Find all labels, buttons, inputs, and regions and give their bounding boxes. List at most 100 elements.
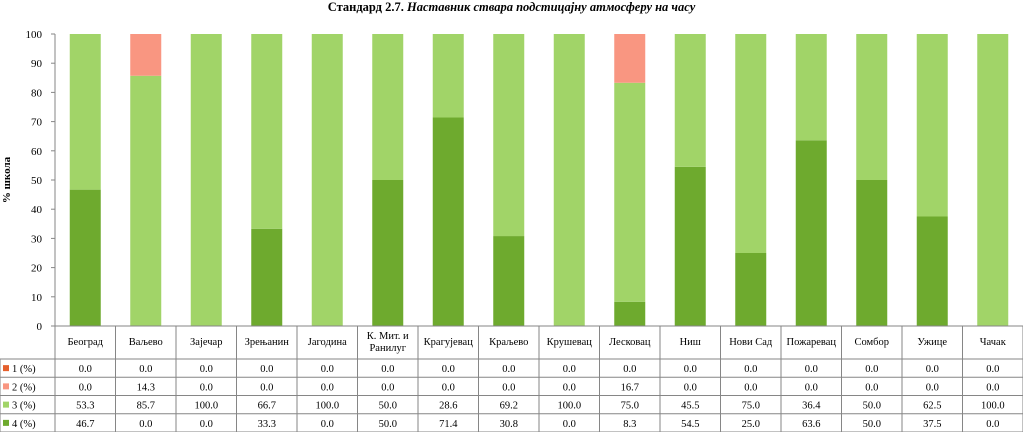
data-label: 16.7 — [621, 382, 639, 393]
category-label: Зрењанин — [245, 337, 290, 348]
bar-segment-4 — [493, 236, 525, 326]
category-label: Нови Сад — [729, 337, 773, 348]
data-label: 0.0 — [563, 364, 576, 375]
bar-segment-3 — [614, 82, 646, 302]
data-label: 0.0 — [260, 382, 273, 393]
legend-swatch-1 — [3, 365, 9, 372]
legend-label-4: 4 (%) — [12, 419, 36, 430]
category-label: Пожаревац — [787, 337, 837, 348]
data-label: 0.0 — [502, 364, 515, 375]
y-tick-label: 60 — [31, 146, 43, 158]
category-label: Крагујевац — [424, 337, 474, 348]
data-label: 75.0 — [621, 401, 639, 412]
bar-segment-4 — [916, 216, 948, 326]
data-label: 0.0 — [986, 364, 999, 375]
legend-swatch-2 — [3, 383, 9, 390]
bars — [69, 34, 1009, 327]
bar-segment-3 — [69, 34, 101, 190]
data-label: 0.0 — [442, 364, 455, 375]
bar-segment-3 — [493, 34, 525, 237]
bar-segment-3 — [251, 34, 283, 229]
bar-segment-3 — [553, 34, 585, 326]
y-tick-label: 30 — [31, 233, 43, 245]
category-label: Ваљево — [129, 337, 163, 348]
category-label: Зајечар — [190, 337, 222, 348]
data-label: 100.0 — [315, 401, 339, 412]
y-tick-label: 10 — [31, 292, 43, 304]
bar-segment-3 — [916, 34, 948, 217]
data-label: 0.0 — [200, 382, 213, 393]
chart-title-prefix: Стандард 2.7. — [327, 0, 404, 14]
y-tick-label: 70 — [31, 117, 43, 129]
bar-segment-4 — [795, 140, 827, 326]
y-axis-label: % школа — [1, 156, 13, 203]
bar-segment-4 — [614, 301, 646, 326]
legend-label-1: 1 (%) — [12, 364, 36, 375]
bar-segment-3 — [190, 34, 222, 326]
data-label: 14.3 — [137, 382, 155, 393]
data-label: 0.0 — [79, 364, 92, 375]
data-label: 28.6 — [439, 401, 457, 412]
data-label: 0.0 — [502, 382, 515, 393]
data-label: 0.0 — [805, 364, 818, 375]
data-label: 0.0 — [623, 364, 636, 375]
bar-segment-3 — [977, 34, 1009, 326]
data-label: 54.5 — [681, 419, 699, 430]
data-label: 0.0 — [442, 382, 455, 393]
bar-segment-4 — [432, 117, 464, 327]
data-label: 0.0 — [865, 382, 878, 393]
data-label: 50.0 — [863, 419, 881, 430]
data-label: 0.0 — [744, 364, 757, 375]
y-tick-label: 80 — [31, 87, 43, 99]
legend-label-2: 2 (%) — [12, 382, 36, 393]
data-label: 0.0 — [321, 382, 334, 393]
category-label: Ужице — [917, 337, 947, 348]
data-label: 46.7 — [76, 419, 94, 430]
chart-title-italic: Наставник ствара подстицајну атмосферу н… — [407, 0, 696, 14]
data-table: Београд Ваљево Зајечар Зрењанин Јагодина К. М… — [0, 325, 1023, 432]
data-label: 8.3 — [623, 419, 636, 430]
data-label: 71.4 — [439, 419, 458, 430]
data-label: 100.0 — [557, 401, 581, 412]
data-label: 45.5 — [681, 401, 699, 412]
bar-segment-4 — [735, 253, 767, 326]
category-label: Ниш — [680, 337, 701, 348]
chart-title: Стандард 2.7. Наставник ствара подстицај… — [0, 0, 1023, 14]
y-tick-label: 0 — [37, 321, 43, 333]
y-tick-label: 50 — [31, 175, 43, 187]
bar-segment-4 — [372, 180, 404, 326]
data-label: 0.0 — [986, 382, 999, 393]
bar-segment-3 — [795, 34, 827, 141]
legend-swatch-4 — [3, 419, 9, 426]
category-label: Краљево — [489, 337, 528, 348]
bar-segment-3 — [735, 34, 767, 253]
data-label: 66.7 — [258, 401, 276, 412]
bar-segment-3 — [372, 34, 404, 180]
bar-segment-4 — [856, 180, 888, 326]
category-label: Лесковац — [609, 337, 651, 348]
category-label: Чачак — [980, 337, 1007, 348]
bar-segment-4 — [251, 228, 283, 326]
y-tick-label: 90 — [31, 58, 43, 70]
data-label: 0.0 — [805, 382, 818, 393]
data-label: 0.0 — [744, 382, 757, 393]
data-label: 62.5 — [923, 401, 941, 412]
bar-segment-3 — [432, 34, 464, 118]
category-label: Београд — [68, 337, 104, 348]
data-label: 0.0 — [926, 382, 939, 393]
data-label: 0.0 — [684, 364, 697, 375]
legend-label-3: 3 (%) — [12, 401, 36, 412]
category-label: К. Мит. и Ранилуг — [367, 331, 409, 354]
data-label: 53.3 — [76, 401, 94, 412]
y-tick-label: 100 — [26, 29, 43, 41]
bar-segment-2 — [130, 34, 162, 76]
data-label: 0.0 — [684, 382, 697, 393]
bar-segment-3 — [311, 34, 343, 326]
data-label: 50.0 — [863, 401, 881, 412]
data-label: 69.2 — [500, 401, 518, 412]
category-label: Јагодина — [308, 337, 347, 348]
data-label: 50.0 — [379, 419, 397, 430]
data-label: 0.0 — [381, 364, 394, 375]
y-tick-label: 40 — [31, 204, 43, 216]
